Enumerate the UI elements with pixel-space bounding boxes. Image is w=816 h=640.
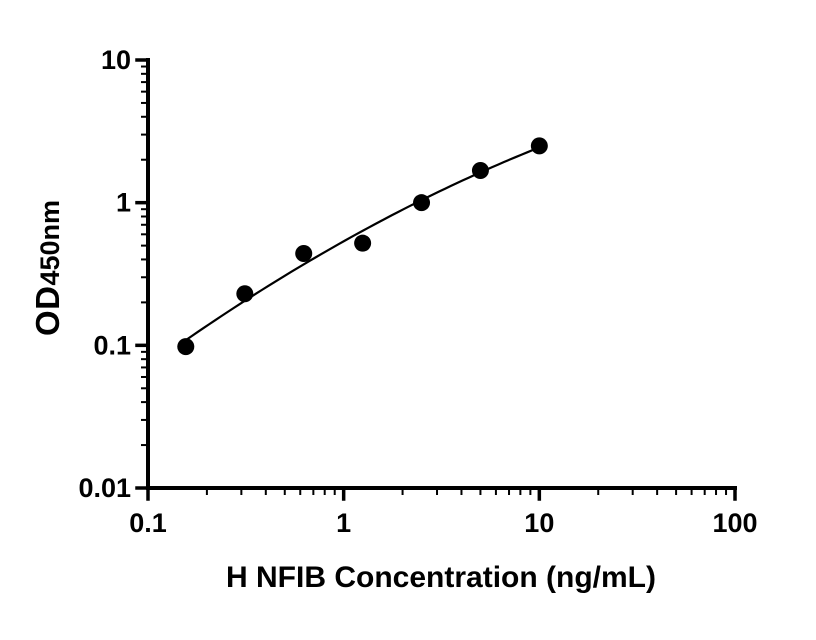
data-point xyxy=(295,245,313,263)
data-point xyxy=(177,338,195,356)
data-point xyxy=(471,162,489,180)
x-axis-title: H NFIB Concentration (ng/mL) xyxy=(226,561,656,594)
x-tick-label: 10 xyxy=(524,508,554,538)
data-point xyxy=(413,194,431,212)
x-tick-label: 1 xyxy=(336,508,351,538)
data-point xyxy=(354,234,372,252)
y-tick-label: 10 xyxy=(101,45,131,75)
y-axis-title-sub: 450nm xyxy=(35,199,65,286)
data-point xyxy=(236,285,254,303)
x-tick-label: 100 xyxy=(712,508,757,538)
data-point xyxy=(530,137,548,155)
y-tick-label: 0.1 xyxy=(93,330,131,360)
y-axis-title-main: OD xyxy=(29,285,66,337)
y-axis-title: OD450nm xyxy=(29,200,67,336)
y-tick-label: 0.01 xyxy=(78,473,131,503)
y-tick-label: 1 xyxy=(116,188,131,218)
x-tick-label: 0.1 xyxy=(129,508,167,538)
